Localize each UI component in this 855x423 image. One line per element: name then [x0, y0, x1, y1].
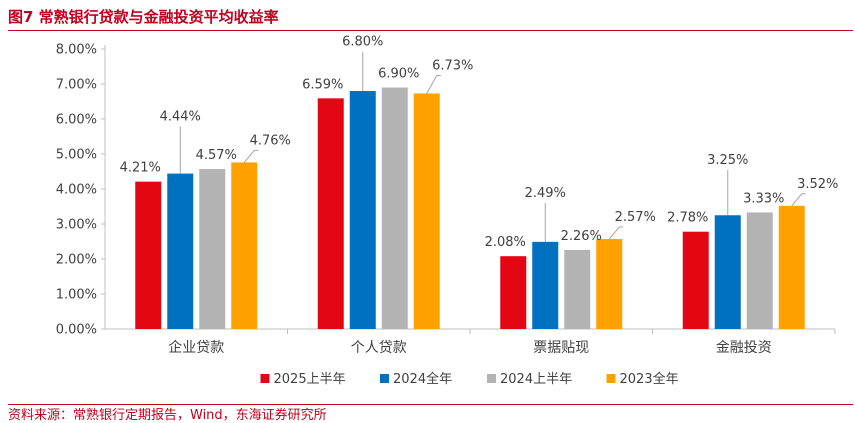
y-tick-label: 4.00% [56, 183, 97, 198]
legend-label: 2024全年 [393, 371, 452, 387]
bar [349, 91, 376, 329]
bar [714, 215, 741, 329]
data-label: 2.26% [561, 229, 602, 244]
data-label: 2.78% [667, 211, 708, 226]
bar [413, 93, 440, 329]
y-tick-label: 2.00% [56, 253, 97, 268]
bar [135, 181, 162, 329]
data-label: 2.57% [615, 210, 656, 225]
data-label: 3.33% [743, 191, 784, 206]
leader-line [243, 149, 259, 163]
x-tick-label: 票据贴现 [533, 340, 589, 356]
data-label: 4.57% [196, 148, 237, 163]
legend-label: 2024上半年 [500, 372, 572, 387]
y-tick-label: 1.00% [56, 288, 97, 303]
bar [532, 241, 559, 329]
y-tick-label: 7.00% [56, 78, 97, 93]
bar [167, 173, 194, 329]
legend-swatch [606, 374, 616, 383]
bar [564, 249, 591, 329]
x-tick-label: 金融投资 [716, 340, 772, 356]
data-label: 6.90% [378, 67, 419, 82]
bar [778, 205, 805, 329]
bar [746, 212, 773, 329]
leader-line [791, 193, 806, 207]
x-tick-label: 个人贷款 [351, 340, 407, 356]
legend-label: 2025上半年 [274, 372, 346, 387]
data-label: 6.80% [342, 35, 383, 50]
bar [381, 87, 408, 329]
data-label: 3.52% [797, 177, 838, 192]
data-label: 2.49% [525, 186, 566, 201]
bar [500, 256, 527, 329]
leader-line [608, 226, 624, 240]
y-tick-label: 0.00% [56, 323, 97, 338]
bar [317, 98, 344, 329]
legend-swatch [260, 374, 270, 383]
legend-swatch [380, 374, 389, 383]
bar [682, 231, 709, 329]
data-label: 4.76% [250, 133, 291, 148]
bar [596, 239, 623, 329]
footer-divider [8, 404, 853, 405]
leader-line [426, 75, 441, 94]
title-divider [8, 30, 853, 31]
data-label: 4.21% [120, 161, 161, 176]
data-label: 6.59% [302, 77, 343, 92]
data-label: 2.08% [485, 235, 526, 250]
data-label: 4.44% [160, 109, 201, 124]
data-label: 3.25% [707, 153, 748, 168]
y-tick-label: 8.00% [56, 43, 97, 58]
y-tick-label: 5.00% [56, 148, 97, 163]
data-label: 6.73% [432, 59, 473, 74]
figure-title: 图7 常熟银行贷款与金融投资平均收益率 [8, 8, 279, 26]
bar [199, 169, 226, 329]
bar [231, 162, 258, 329]
legend-label: 2023全年 [620, 371, 679, 387]
legend-swatch [487, 374, 496, 383]
y-tick-label: 3.00% [56, 218, 97, 233]
x-tick-label: 企业贷款 [168, 339, 224, 356]
source-note: 资料来源：常熟银行定期报告，Wind，东海证券研究所 [8, 408, 327, 423]
y-tick-label: 6.00% [56, 113, 97, 128]
